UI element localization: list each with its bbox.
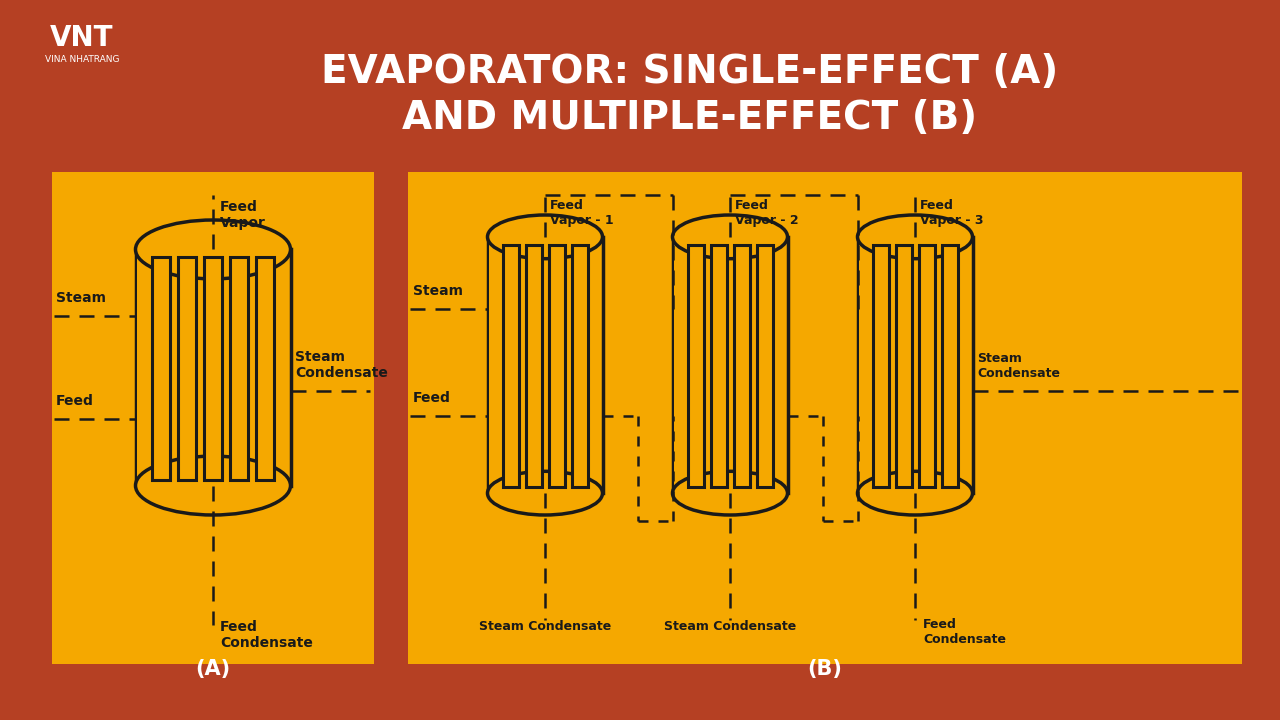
Ellipse shape	[136, 220, 291, 279]
Ellipse shape	[672, 215, 787, 258]
Ellipse shape	[488, 215, 603, 258]
Text: EVAPORATOR: SINGLE-EFFECT (A): EVAPORATOR: SINGLE-EFFECT (A)	[321, 53, 1059, 91]
Bar	[687, 245, 704, 487]
Text: Feed
Vapor - 1: Feed Vapor - 1	[550, 199, 613, 227]
Bar	[858, 237, 973, 493]
Bar	[52, 172, 374, 664]
Bar	[571, 245, 588, 487]
Text: Feed
Vapor - 3: Feed Vapor - 3	[920, 199, 983, 227]
Text: Feed
Vapor - 2: Feed Vapor - 2	[735, 199, 799, 227]
Text: Feed: Feed	[413, 391, 451, 405]
Bar	[488, 237, 603, 493]
Bar	[672, 237, 787, 493]
Bar	[549, 245, 564, 487]
Bar	[503, 245, 518, 487]
Text: Steam Condensate: Steam Condensate	[664, 620, 796, 633]
Text: Feed
Condensate: Feed Condensate	[923, 618, 1006, 646]
Bar	[756, 245, 773, 487]
Bar	[204, 258, 221, 480]
Bar	[256, 258, 274, 480]
Bar	[152, 258, 170, 480]
Text: Steam
Condensate: Steam Condensate	[978, 351, 1061, 379]
Bar	[489, 237, 602, 493]
Text: Steam: Steam	[56, 291, 106, 305]
Bar	[408, 172, 1242, 664]
Text: Steam
Condensate: Steam Condensate	[296, 350, 388, 380]
Bar	[942, 245, 957, 487]
Text: Steam: Steam	[413, 284, 463, 297]
Ellipse shape	[858, 472, 973, 515]
Bar	[526, 245, 541, 487]
Ellipse shape	[136, 456, 291, 515]
Text: VNT: VNT	[50, 24, 114, 52]
Text: (B): (B)	[808, 659, 842, 679]
Bar	[136, 249, 291, 485]
Text: VINA NHATRANG: VINA NHATRANG	[45, 55, 119, 65]
Bar	[859, 237, 972, 493]
Bar	[873, 245, 888, 487]
Text: Feed
Condensate: Feed Condensate	[220, 620, 312, 650]
Bar	[673, 237, 786, 493]
Ellipse shape	[672, 472, 787, 515]
Bar	[710, 245, 727, 487]
Text: (A): (A)	[196, 659, 230, 679]
Bar	[230, 258, 248, 480]
Bar	[178, 258, 196, 480]
Bar	[896, 245, 911, 487]
Bar	[919, 245, 934, 487]
Text: AND MULTIPLE-EFFECT (B): AND MULTIPLE-EFFECT (B)	[402, 99, 978, 137]
Text: Feed: Feed	[56, 395, 93, 408]
Ellipse shape	[858, 215, 973, 258]
Text: Steam Condensate: Steam Condensate	[479, 620, 611, 633]
Bar	[137, 249, 289, 485]
Bar	[733, 245, 750, 487]
Text: Feed
Vapor: Feed Vapor	[220, 200, 266, 230]
Ellipse shape	[488, 472, 603, 515]
